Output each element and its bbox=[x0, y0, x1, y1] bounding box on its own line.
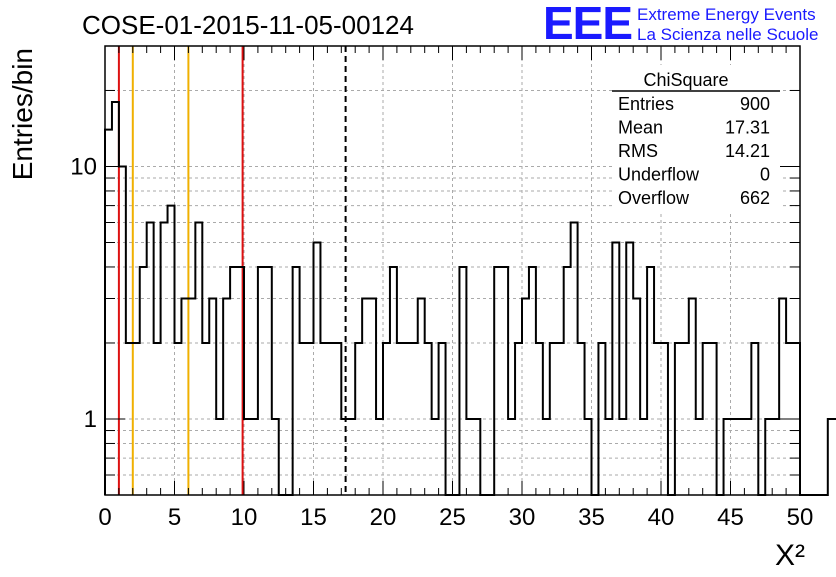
stats-box: ChiSquare Entries 900 Mean 17.31 RMS 14.21 Unde… bbox=[612, 65, 780, 213]
logo-line-1: Extreme Energy Events bbox=[637, 5, 816, 24]
stats-row-label: Overflow bbox=[618, 188, 690, 208]
histogram-layer bbox=[104, 101, 836, 496]
stats-box-bg bbox=[612, 65, 780, 213]
histogram-steps bbox=[104, 101, 836, 496]
plot-title: COSE-01-2015-11-05-00124 bbox=[82, 10, 414, 40]
x-tick-label: 15 bbox=[300, 504, 327, 531]
eee-logo: EEE Extreme Energy Events La Scienza nel… bbox=[543, 0, 833, 49]
axes: 0 5 10 15 20 25 30 35 40 45 50 1 10 X² Entries/bin bbox=[7, 45, 814, 572]
x-tick-label: 0 bbox=[98, 504, 111, 531]
x-axis-label: X² bbox=[775, 539, 805, 572]
x-tick-label: 10 bbox=[231, 504, 258, 531]
x-tick-label: 5 bbox=[168, 504, 181, 531]
x-tick-label: 45 bbox=[717, 504, 744, 531]
logo-mark: EEE bbox=[543, 0, 633, 49]
stats-box-name: ChiSquare bbox=[643, 70, 728, 90]
stats-row-label: RMS bbox=[618, 141, 658, 161]
stats-row-label: Entries bbox=[618, 94, 674, 114]
x-tick-label: 50 bbox=[787, 504, 814, 531]
y-tick-label: 1 bbox=[84, 406, 97, 433]
logo-line-2: La Scienza nelle Scuole bbox=[637, 25, 819, 44]
y-axis-label: Entries/bin bbox=[7, 48, 38, 180]
stats-row-value: 0 bbox=[760, 165, 770, 185]
x-tick-label: 30 bbox=[509, 504, 536, 531]
stats-row-label: Underflow bbox=[618, 165, 700, 185]
x-tick-label: 25 bbox=[439, 504, 466, 531]
x-tick-label: 20 bbox=[370, 504, 397, 531]
y-tick-label: 10 bbox=[70, 153, 97, 180]
x-tick-label: 35 bbox=[578, 504, 605, 531]
stats-row-value: 17.31 bbox=[725, 118, 770, 138]
stats-row-value: 662 bbox=[740, 188, 770, 208]
stats-row-value: 900 bbox=[740, 94, 770, 114]
x-tick-label: 40 bbox=[648, 504, 675, 531]
stats-row-value: 14.21 bbox=[725, 141, 770, 161]
stats-row-label: Mean bbox=[618, 118, 663, 138]
